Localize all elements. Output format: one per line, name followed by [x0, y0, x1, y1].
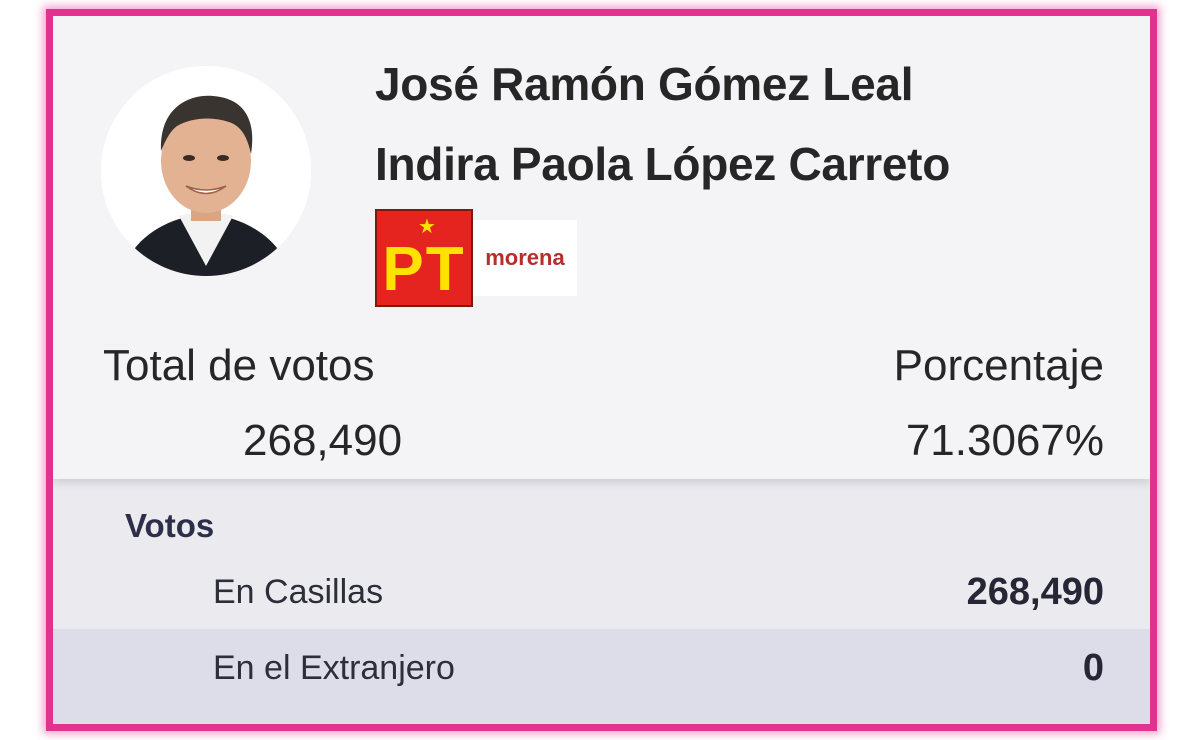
morena-logo: morena — [473, 220, 577, 296]
table-row: En el Extranjero 0 — [53, 629, 1150, 724]
candidate-avatar — [101, 66, 311, 276]
total-votes-value: 268,490 — [243, 416, 403, 465]
candidate-summary: José Ramón Gómez Leal Indira Paola López… — [53, 16, 1150, 479]
star-icon: ★ — [418, 216, 436, 238]
table-row: En Casillas 268,490 — [53, 553, 1150, 637]
votes-row-value: 0 — [1082, 647, 1104, 689]
candidate-results-card: José Ramón Gómez Leal Indira Paola López… — [46, 9, 1157, 731]
candidate-name-secondary: Indira Paola López Carreto — [375, 138, 950, 190]
percentage-value: 71.3067% — [905, 416, 1104, 465]
total-votes-label: Total de votos — [103, 341, 375, 390]
votes-breakdown: Votos En Casillas 268,490 En el Extranje… — [53, 479, 1150, 724]
party-logos: ★ PT morena — [375, 209, 577, 307]
votes-section-title: Votos — [125, 507, 215, 544]
person-photo-icon — [101, 66, 311, 276]
pt-logo: ★ PT — [375, 209, 473, 307]
votes-row-label: En el Extranjero — [213, 649, 455, 687]
candidate-name-primary: José Ramón Gómez Leal — [375, 58, 914, 110]
pt-logo-text: PT — [382, 235, 466, 304]
percentage-label: Porcentaje — [893, 341, 1104, 390]
candidate-names: José Ramón Gómez Leal Indira Paola López… — [375, 56, 950, 216]
votes-row-label: En Casillas — [213, 573, 384, 611]
votes-row-value: 268,490 — [966, 571, 1104, 613]
